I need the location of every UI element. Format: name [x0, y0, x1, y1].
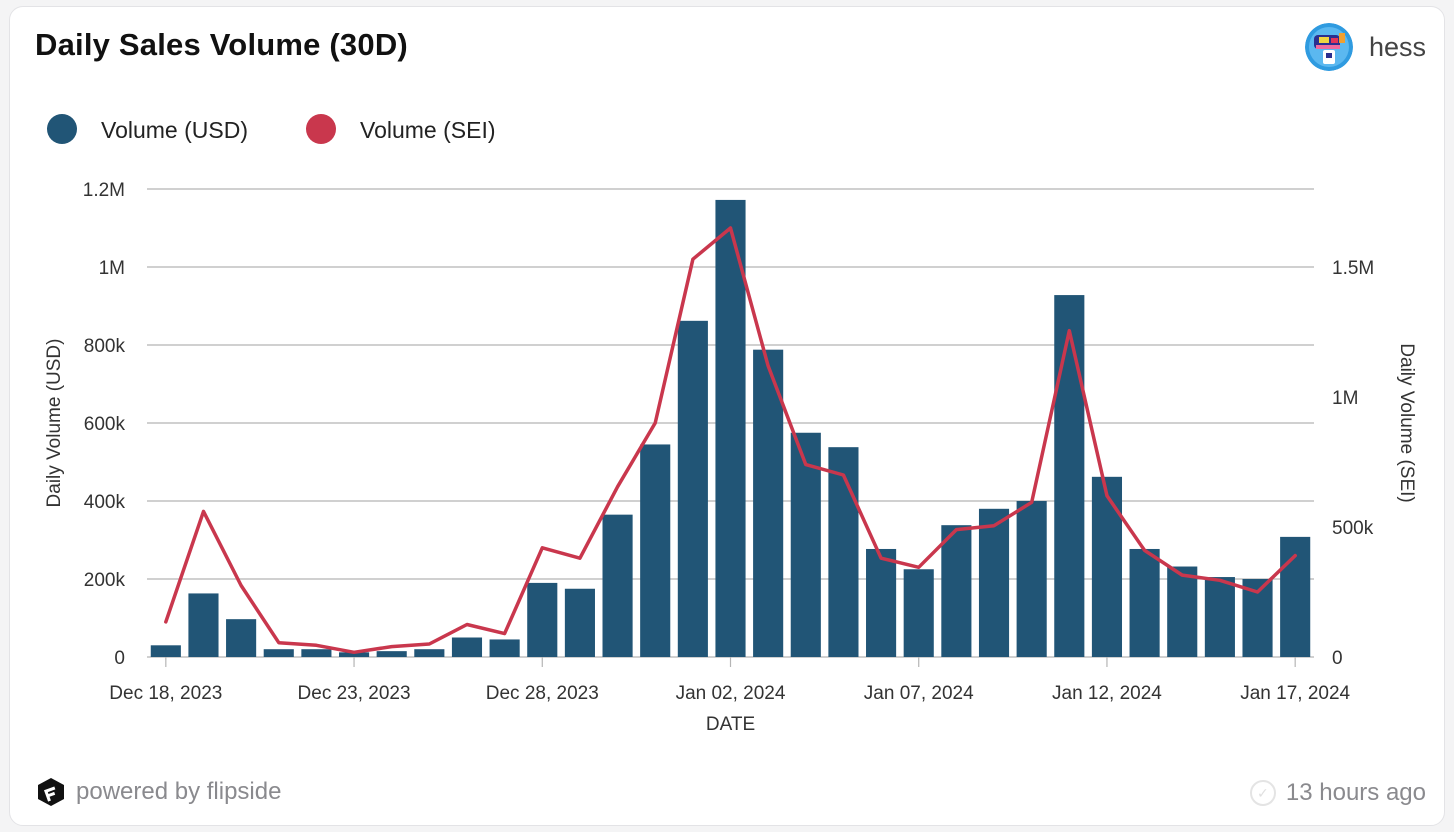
bar-usd-15[interactable]: [715, 199, 746, 658]
sales-volume-chart: Volume (USD) Volume (SEI) 0 200k 400k 600k 800…: [44, 114, 1417, 735]
bar-usd-2[interactable]: [226, 619, 257, 657]
x-tick-label: Dec 18, 2023: [109, 683, 222, 704]
powered-by[interactable]: powered by flipside: [36, 777, 281, 807]
bar-usd-11[interactable]: [564, 588, 595, 657]
bar-usd-27[interactable]: [1167, 566, 1198, 657]
line-sei[interactable]: [164, 226, 1297, 655]
bar-usd-17[interactable]: [790, 432, 821, 657]
y2-tick-label: 0: [1332, 648, 1343, 669]
bar-usd-21[interactable]: [941, 525, 972, 657]
last-updated-label: 13 hours ago: [1285, 779, 1426, 806]
x-tick-label: Jan 02, 2024: [676, 683, 786, 704]
bar-usd-25[interactable]: [1091, 476, 1123, 657]
legend-marker-1[interactable]: [306, 114, 336, 144]
bar-usd-14[interactable]: [677, 320, 708, 657]
powered-by-label[interactable]: powered by flipside: [76, 778, 282, 805]
bar-usd-19[interactable]: [866, 548, 897, 657]
chart-card: Daily Sales Volume (30D) hess Volume (US…: [9, 6, 1445, 826]
y2-tick-label: 1.5M: [1332, 258, 1374, 279]
bar-usd-20[interactable]: [903, 569, 934, 657]
bar-usd-28[interactable]: [1204, 577, 1235, 657]
x-tick-label: Jan 07, 2024: [864, 683, 974, 704]
last-updated: ✓ 13 hours ago: [1249, 779, 1426, 807]
y-tick-label: 1.2M: [83, 180, 125, 201]
flipside-logo-icon: [38, 778, 64, 806]
bar-usd-12[interactable]: [602, 514, 633, 657]
bar-usd-18[interactable]: [828, 447, 859, 657]
bar-usd-22[interactable]: [978, 508, 1010, 657]
y-axis-title: Daily Volume (USD): [44, 339, 65, 508]
check-circle-icon: ✓: [1249, 780, 1276, 806]
legend-marker-0[interactable]: [47, 114, 77, 144]
bar-usd-1[interactable]: [188, 593, 219, 657]
bar-usd-5[interactable]: [338, 652, 370, 657]
bar-usd-10[interactable]: [527, 582, 558, 657]
x-tick-label: Jan 17, 2024: [1240, 683, 1350, 704]
bar-usd-24[interactable]: [1054, 295, 1085, 657]
user-avatar[interactable]: [1304, 23, 1353, 71]
y-tick-label: 600k: [84, 414, 126, 435]
x-tick-label: Dec 28, 2023: [486, 683, 599, 704]
x-axis-title: DATE: [706, 714, 755, 735]
y2-tick-label: 500k: [1332, 518, 1374, 539]
y2-tick-label: 1M: [1332, 388, 1358, 409]
bar-usd-23[interactable]: [1016, 501, 1047, 657]
bar-usd-13[interactable]: [640, 444, 671, 657]
username[interactable]: hess: [1368, 31, 1426, 62]
page-title: Daily Sales Volume (30D): [35, 27, 408, 62]
legend-label-0[interactable]: Volume (USD): [101, 117, 248, 143]
bar-usd-26[interactable]: [1129, 548, 1160, 657]
bar-usd-0[interactable]: [150, 645, 181, 657]
y-tick-label: 1M: [99, 258, 125, 279]
y-tick-label: 0: [114, 648, 125, 669]
bar-usd-16[interactable]: [753, 349, 784, 657]
y-tick-label: 800k: [84, 336, 126, 357]
bar-usd-4[interactable]: [301, 649, 332, 657]
y-tick-label: 200k: [84, 570, 126, 591]
bar-usd-6[interactable]: [376, 651, 407, 657]
bar-usd-8[interactable]: [451, 637, 483, 658]
bar-usd-3[interactable]: [263, 649, 294, 657]
legend-label-1[interactable]: Volume (SEI): [360, 117, 496, 143]
x-tick-label: Jan 12, 2024: [1052, 683, 1162, 704]
y2-axis-title: Daily Volume (SEI): [1396, 343, 1417, 502]
y-tick-label: 400k: [84, 492, 126, 513]
bar-usd-9[interactable]: [489, 639, 520, 657]
x-tick-label: Dec 23, 2023: [298, 683, 411, 704]
bar-usd-7[interactable]: [414, 649, 445, 657]
user-badge[interactable]: hess: [1304, 23, 1426, 71]
